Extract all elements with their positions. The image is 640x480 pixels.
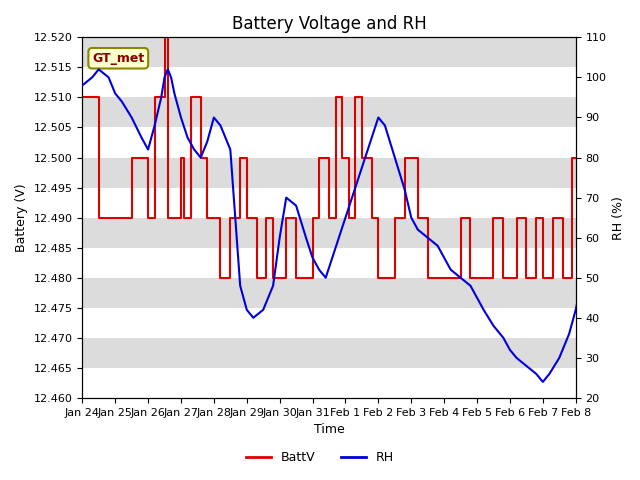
Bar (83, 157, 576, 188)
Bar (83, 338, 576, 368)
Y-axis label: Battery (V): Battery (V) (15, 183, 28, 252)
X-axis label: Time: Time (314, 423, 344, 436)
Legend: BattV, RH: BattV, RH (241, 446, 399, 469)
Bar (83, 37, 576, 67)
Bar (83, 308, 576, 338)
Bar (83, 278, 576, 308)
Bar (83, 188, 576, 217)
Y-axis label: RH (%): RH (%) (612, 196, 625, 240)
Bar (83, 217, 576, 248)
Bar (83, 67, 576, 97)
Bar (83, 97, 576, 128)
Bar (83, 368, 576, 398)
Bar (83, 128, 576, 157)
Text: GT_met: GT_met (92, 52, 145, 65)
Bar (83, 248, 576, 278)
Title: Battery Voltage and RH: Battery Voltage and RH (232, 15, 426, 33)
